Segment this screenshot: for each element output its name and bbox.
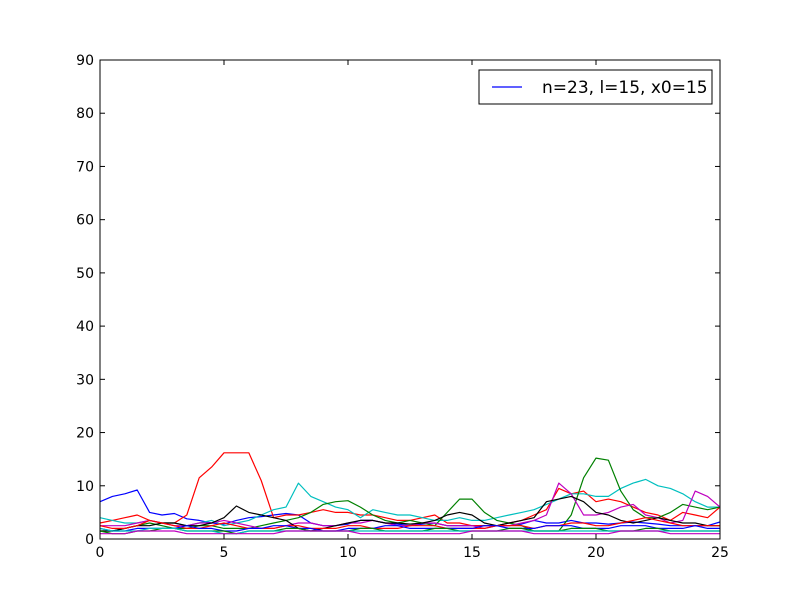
plot-frame	[99, 59, 721, 540]
y-tick-label: 10	[76, 479, 94, 495]
plot-background	[100, 60, 720, 539]
y-tick-label: 0	[85, 532, 94, 548]
legend: n=23, l=15, x0=15	[478, 69, 713, 105]
x-tick-label: 5	[220, 545, 229, 561]
tick-layer: 0 5 10 15 20 25 0 10 20 30 40 50 60 70 80 90	[76, 53, 729, 561]
y-tick-label: 60	[76, 213, 94, 229]
x-tick-label: 25	[711, 545, 729, 561]
series-line-3	[99, 478, 720, 527]
x-tick-label: 15	[463, 545, 481, 561]
y-tick-label: 90	[76, 53, 94, 69]
y-tick-label: 50	[76, 266, 94, 282]
y-tick-label: 70	[76, 159, 94, 175]
y-tick-label: 20	[76, 426, 94, 442]
series-line-7	[99, 517, 720, 530]
series-line-4	[100, 457, 721, 532]
series-layer	[99, 452, 721, 535]
legend-box	[478, 69, 713, 105]
series-line-8	[99, 525, 720, 532]
y-tick-label: 80	[76, 106, 94, 122]
series-line-6	[100, 495, 720, 532]
x-tick-label: 20	[587, 545, 605, 561]
x-tick-label: 10	[339, 545, 357, 561]
y-tick-label: 40	[76, 319, 94, 335]
legend-label: n=23, l=15, x0=15	[542, 78, 708, 98]
series-line-11	[100, 530, 720, 535]
x-tick-label: 0	[96, 545, 105, 561]
y-tick-label: 30	[76, 372, 94, 388]
series-line-10	[99, 527, 720, 535]
